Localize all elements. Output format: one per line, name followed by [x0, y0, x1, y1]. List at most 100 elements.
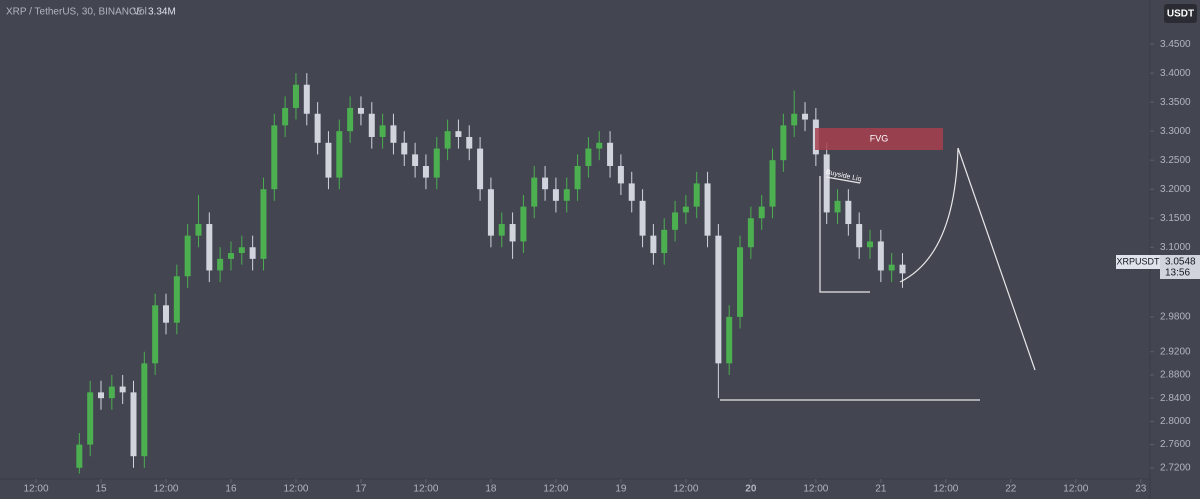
fvg-zone: [815, 128, 943, 150]
candle-body: [249, 247, 256, 259]
x-tick-label: 20: [745, 484, 757, 495]
candle-body: [314, 113, 321, 143]
price-tag: [1160, 255, 1200, 279]
candle-body: [791, 113, 798, 126]
candle-body: [130, 392, 137, 457]
currency-button-text[interactable]: USDT: [1167, 9, 1194, 20]
x-tick-label: 12:00: [153, 484, 178, 495]
candle-body: [715, 235, 722, 364]
candle-body: [726, 316, 733, 364]
y-tick-label: 2.8000: [1160, 416, 1191, 427]
candle-body: [119, 386, 126, 393]
y-tick-label: 2.8800: [1160, 370, 1191, 381]
x-tick-label: 17: [355, 484, 367, 495]
candles: [76, 73, 906, 474]
projection-curve: [899, 147, 959, 283]
range-lines: [819, 176, 870, 293]
candle-body: [877, 241, 884, 271]
candle-body: [206, 224, 213, 271]
candle-body: [650, 235, 657, 254]
candle-body: [238, 247, 245, 254]
drawings: [720, 147, 1036, 401]
candle-body: [336, 131, 343, 178]
candle-body: [520, 206, 527, 242]
candle-body: [823, 154, 830, 213]
candle-body: [899, 264, 906, 274]
candle-body: [292, 84, 299, 108]
candle-body: [563, 189, 570, 201]
candle-body: [357, 107, 364, 114]
x-tick-label: 12:00: [803, 484, 828, 495]
candle-body: [509, 224, 516, 242]
y-tick-label: 2.9200: [1160, 346, 1191, 357]
candle-body: [227, 253, 234, 259]
candle-body: [802, 113, 809, 120]
x-tick-label: 12:00: [23, 484, 48, 495]
candle-body: [433, 148, 440, 178]
candle-body: [737, 247, 744, 317]
countdown-label: 13:56: [1165, 268, 1190, 279]
x-tick-label: 16: [225, 484, 237, 495]
x-tick-label: 12:00: [413, 484, 438, 495]
candle-body: [607, 142, 614, 166]
candle-body: [661, 229, 668, 254]
candle-body: [693, 183, 700, 207]
candle-body: [585, 148, 592, 166]
candle-body: [747, 218, 754, 248]
candle-body: [758, 206, 765, 219]
candle-body: [834, 200, 841, 213]
candle-body: [444, 131, 451, 149]
x-tick-label: 15: [95, 484, 107, 495]
x-tick-label: 12:00: [1063, 484, 1088, 495]
y-tick-label: 3.3000: [1160, 126, 1191, 137]
y-tick-label: 2.8400: [1160, 393, 1191, 404]
x-tick-label: 21: [875, 484, 887, 495]
candle-body: [856, 224, 863, 248]
candle-body: [487, 189, 494, 236]
candle-body: [552, 189, 559, 201]
candle-body: [682, 206, 689, 213]
y-tick-label: 3.4000: [1160, 68, 1191, 79]
candle-body: [542, 177, 549, 190]
x-tick-label: 19: [615, 484, 627, 495]
candle-body: [477, 148, 484, 190]
candle-body: [260, 189, 267, 259]
candle-body: [769, 160, 776, 207]
candle-body: [412, 154, 419, 166]
y-tick-label: 3.4500: [1160, 39, 1191, 50]
candle-body: [195, 224, 202, 236]
price-label: 3.0548: [1165, 257, 1196, 268]
x-tick-label: 23: [1135, 484, 1147, 495]
volume-value: 3.34M: [148, 7, 176, 18]
candle-body: [141, 363, 148, 457]
candle-body: [574, 165, 581, 190]
x-tick-label: 22: [1005, 484, 1017, 495]
candle-body: [596, 142, 603, 149]
y-tick-label: 2.7600: [1160, 439, 1191, 450]
symbol-tag: [1116, 255, 1160, 269]
candle-body: [368, 113, 375, 137]
currency-button[interactable]: [1164, 4, 1197, 23]
symbol-label: XRPUSDT: [1116, 256, 1160, 266]
candle-body: [401, 142, 408, 155]
x-tick-label: 12:00: [933, 484, 958, 495]
candle-body: [282, 107, 289, 126]
candle-body: [152, 305, 159, 364]
candle-body: [672, 212, 679, 230]
candle-body: [98, 392, 105, 399]
candle-body: [498, 224, 505, 236]
candle-body: [780, 125, 787, 161]
candle-body: [87, 392, 94, 445]
candle-body: [617, 165, 624, 184]
x-tick-label: 12:00: [543, 484, 568, 495]
candle-body: [628, 183, 635, 201]
y-tick-label: 3.3500: [1160, 97, 1191, 108]
candle-body: [379, 125, 386, 137]
candle-body: [76, 444, 83, 468]
candle-body: [466, 136, 473, 149]
candle-body: [162, 305, 169, 323]
candle-body: [455, 131, 462, 137]
